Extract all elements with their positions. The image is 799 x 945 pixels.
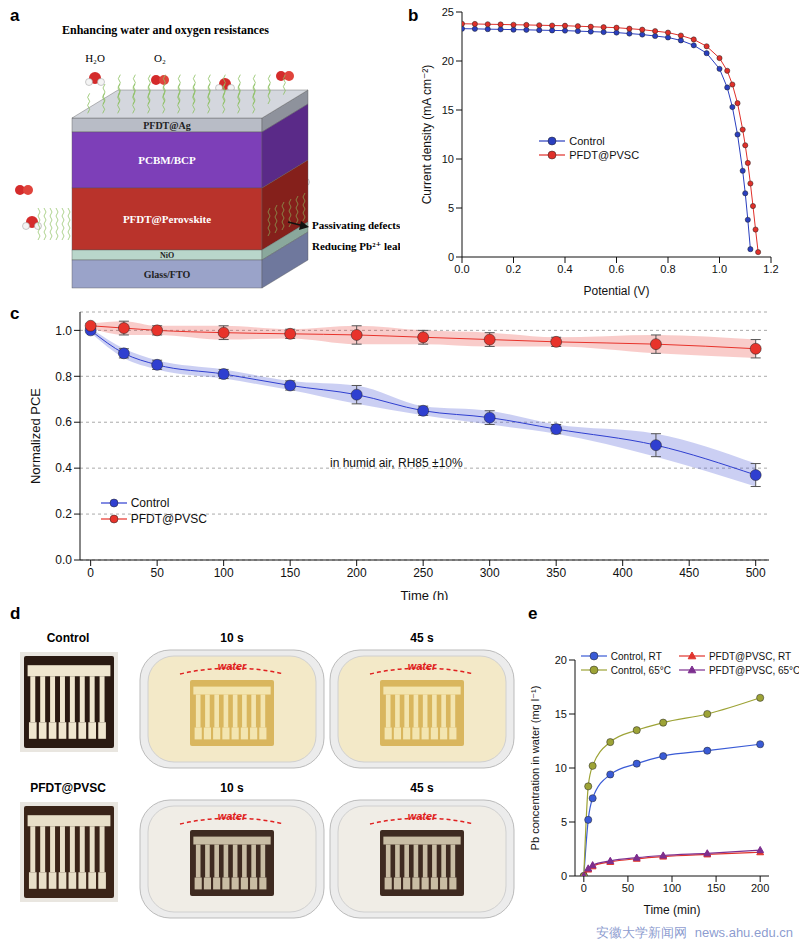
html-text:Control, RT: Control, RT xyxy=(610,650,662,662)
html-text:c: c xyxy=(10,304,20,323)
svg-text:500: 500 xyxy=(746,566,766,580)
svg-text:10: 10 xyxy=(555,762,567,774)
svg-text:45 s: 45 s xyxy=(410,631,434,645)
svg-text:5: 5 xyxy=(561,816,567,828)
html-text:安徽大学新闻网: 安徽大学新闻网 xyxy=(595,925,687,940)
svg-text:Control: Control xyxy=(47,631,90,645)
svg-text:10: 10 xyxy=(442,153,454,165)
svg-text:400: 400 xyxy=(613,566,633,580)
html-text:d: d xyxy=(10,604,21,623)
html-text:news.ahu.edu.cn: news.ahu.edu.cn xyxy=(694,925,793,940)
html-text:PFDT@PVSC, RT: PFDT@PVSC, RT xyxy=(709,650,792,662)
svg-text:1.0: 1.0 xyxy=(712,263,727,275)
svg-text:5: 5 xyxy=(448,202,454,214)
svg-text:water: water xyxy=(408,660,437,672)
svg-text:0.2: 0.2 xyxy=(506,263,521,275)
html-text:b: b xyxy=(408,6,419,25)
svg-text:water: water xyxy=(218,810,247,822)
svg-text:0.4: 0.4 xyxy=(55,461,72,475)
svg-text:200: 200 xyxy=(347,566,367,580)
html-text:a: a xyxy=(10,6,20,25)
svg-text:0.2: 0.2 xyxy=(55,507,72,521)
html-text:PFDT@PVSC: PFDT@PVSC xyxy=(130,511,207,526)
svg-text:water: water xyxy=(408,810,437,822)
svg-text:1.2: 1.2 xyxy=(763,263,778,275)
svg-text:0.0: 0.0 xyxy=(454,263,469,275)
svg-text:Time (h): Time (h) xyxy=(401,588,449,600)
svg-text:0.8: 0.8 xyxy=(55,370,72,384)
svg-text:water: water xyxy=(218,660,247,672)
svg-text:0: 0 xyxy=(561,870,567,882)
svg-text:H₂O: H₂O xyxy=(85,52,105,64)
svg-text:20: 20 xyxy=(442,55,454,67)
svg-text:Passivating defects: Passivating defects xyxy=(312,219,400,231)
svg-text:300: 300 xyxy=(480,566,500,580)
svg-text:150: 150 xyxy=(280,566,300,580)
svg-text:Pb concentration in water (mg: Pb concentration in water (mg l⁻¹) xyxy=(529,686,541,851)
svg-text:350: 350 xyxy=(546,566,566,580)
svg-text:20: 20 xyxy=(555,654,567,666)
svg-text:0: 0 xyxy=(87,566,94,580)
svg-text:0: 0 xyxy=(448,251,454,263)
svg-text:200: 200 xyxy=(751,882,769,894)
svg-text:PFDT@Ag: PFDT@Ag xyxy=(143,120,191,131)
svg-text:0.4: 0.4 xyxy=(557,263,572,275)
html-text:in humid air, RH85 ±10%: in humid air, RH85 ±10% xyxy=(330,456,463,470)
svg-text:NiO: NiO xyxy=(160,251,174,260)
html-text:e: e xyxy=(528,604,538,623)
svg-text:50: 50 xyxy=(150,566,164,580)
svg-text:Potential (V): Potential (V) xyxy=(583,284,649,298)
svg-text:100: 100 xyxy=(663,882,681,894)
svg-text:100: 100 xyxy=(214,566,234,580)
svg-text:Enhancing water and oxygen res: Enhancing water and oxygen resistances xyxy=(62,23,269,37)
svg-text:Reducing Pb²⁺ leakage: Reducing Pb²⁺ leakage xyxy=(312,240,400,252)
svg-text:1.0: 1.0 xyxy=(55,324,72,338)
svg-text:0.8: 0.8 xyxy=(660,263,675,275)
svg-text:0.6: 0.6 xyxy=(55,415,72,429)
html-text:Control: Control xyxy=(130,495,170,510)
svg-text:PFDT@Perovskite: PFDT@Perovskite xyxy=(123,213,211,225)
svg-text:Normalized PCE: Normalized PCE xyxy=(28,388,43,484)
svg-text:10 s: 10 s xyxy=(220,631,244,645)
svg-text:0: 0 xyxy=(581,882,587,894)
svg-text:15: 15 xyxy=(442,104,454,116)
html-text:PFDT@PVSC: PFDT@PVSC xyxy=(569,148,640,161)
svg-text:PFDT@PVSC: PFDT@PVSC xyxy=(30,781,106,795)
svg-text:25: 25 xyxy=(442,6,454,18)
svg-text:15: 15 xyxy=(555,708,567,720)
svg-text:150: 150 xyxy=(707,882,725,894)
svg-text:Glass/FTO: Glass/FTO xyxy=(144,269,191,280)
svg-text:O₂: O₂ xyxy=(154,52,166,64)
html-text:Control: Control xyxy=(569,134,605,147)
svg-text:10 s: 10 s xyxy=(220,781,244,795)
svg-text:0.6: 0.6 xyxy=(609,263,624,275)
svg-text:Time (min): Time (min) xyxy=(644,903,701,917)
svg-text:0.0: 0.0 xyxy=(55,553,72,567)
html-text:Control, 65°C: Control, 65°C xyxy=(610,664,671,676)
svg-text:PCBM/BCP: PCBM/BCP xyxy=(138,154,196,166)
svg-text:Current density (mA cm⁻²): Current density (mA cm⁻²) xyxy=(420,65,434,205)
svg-text:450: 450 xyxy=(679,566,699,580)
svg-text:45 s: 45 s xyxy=(410,781,434,795)
svg-text:250: 250 xyxy=(413,566,433,580)
svg-text:50: 50 xyxy=(622,882,634,894)
